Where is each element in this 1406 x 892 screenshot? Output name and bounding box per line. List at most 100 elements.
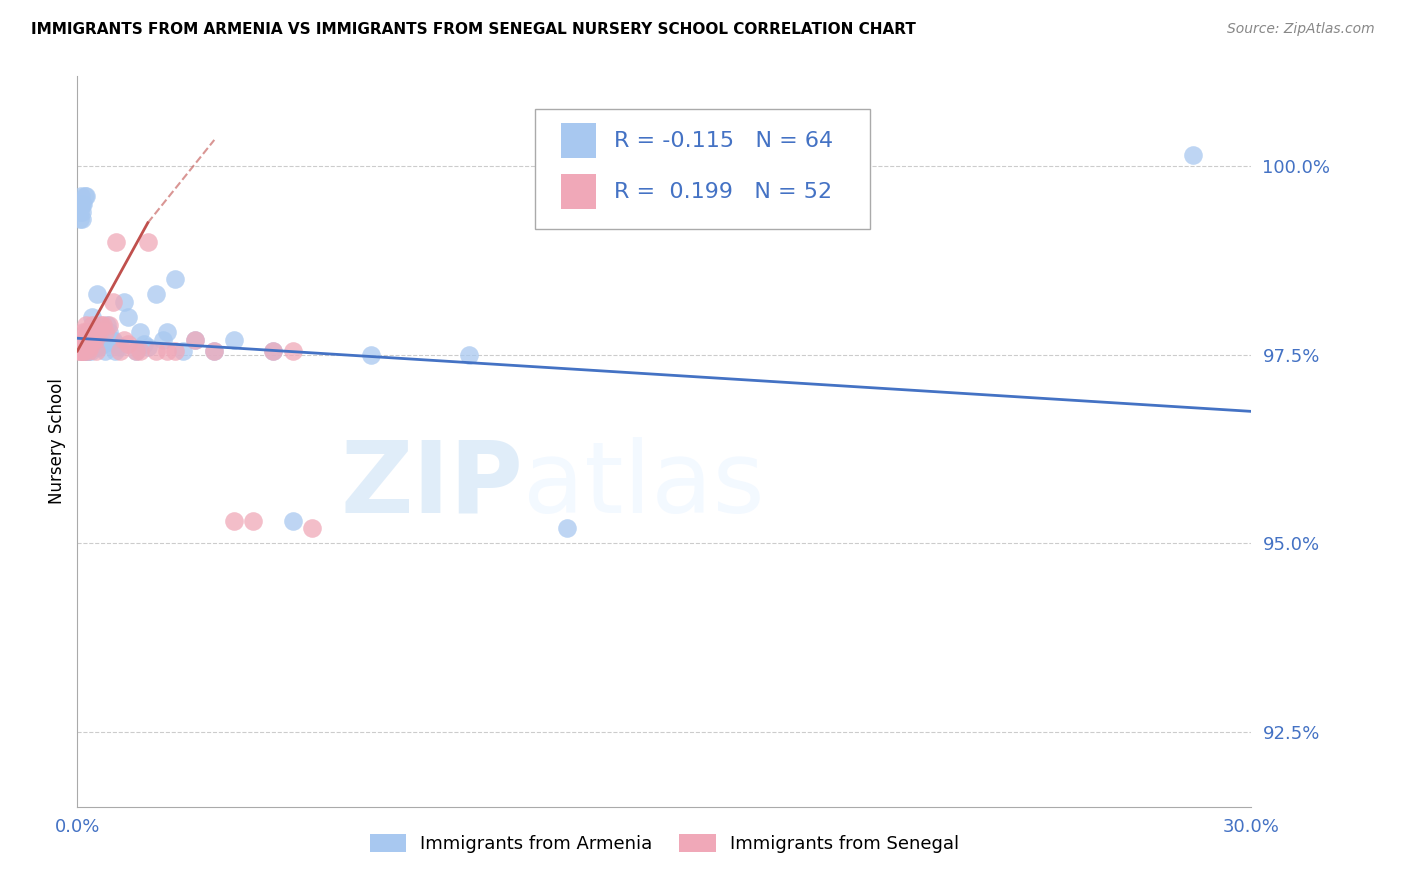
Point — [105, 235, 128, 249]
Point — [165, 272, 187, 286]
Point — [101, 295, 124, 310]
Point — [73, 340, 96, 354]
Point — [97, 325, 120, 339]
Point — [72, 340, 94, 354]
Point — [72, 325, 94, 339]
Point — [202, 344, 225, 359]
Point — [84, 329, 107, 343]
Point — [242, 514, 264, 528]
Point — [125, 344, 148, 359]
Point — [136, 235, 159, 249]
Point — [79, 340, 101, 354]
Point — [80, 344, 103, 359]
Text: R =  0.199   N = 52: R = 0.199 N = 52 — [614, 182, 832, 202]
Point — [80, 325, 103, 339]
Point — [77, 344, 100, 359]
Point — [72, 197, 94, 211]
Point — [281, 344, 304, 359]
Point — [222, 333, 245, 347]
Point — [97, 318, 120, 332]
Point — [87, 340, 110, 354]
Point — [301, 521, 323, 535]
Point — [105, 336, 128, 351]
Point — [125, 344, 148, 359]
Point — [117, 310, 139, 325]
Point — [72, 344, 94, 359]
Point — [83, 325, 105, 339]
Point — [82, 333, 104, 347]
Point — [96, 318, 118, 332]
Point — [72, 344, 94, 359]
Point — [67, 344, 90, 359]
Point — [86, 287, 108, 301]
Point — [84, 344, 107, 359]
Point — [76, 340, 98, 354]
Point — [70, 333, 93, 347]
Point — [77, 325, 100, 339]
Point — [75, 318, 97, 332]
Point — [101, 333, 124, 347]
Point — [152, 333, 174, 347]
Point — [129, 325, 152, 339]
Point — [70, 212, 93, 227]
Point — [82, 310, 104, 325]
Point — [165, 344, 187, 359]
Point — [77, 333, 100, 347]
Text: Source: ZipAtlas.com: Source: ZipAtlas.com — [1227, 22, 1375, 37]
Point — [84, 340, 107, 354]
Point — [110, 344, 132, 359]
Y-axis label: Nursery School: Nursery School — [48, 378, 66, 505]
Point — [73, 344, 96, 359]
Point — [360, 348, 382, 362]
Point — [75, 340, 97, 354]
Point — [262, 344, 284, 359]
Point — [1181, 148, 1204, 162]
Point — [87, 325, 110, 339]
Point — [73, 336, 96, 351]
Point — [69, 204, 91, 219]
Legend: Immigrants from Armenia, Immigrants from Senegal: Immigrants from Armenia, Immigrants from… — [363, 827, 966, 861]
Point — [117, 336, 139, 351]
Point — [70, 197, 93, 211]
Point — [172, 344, 194, 359]
Text: ZIP: ZIP — [340, 437, 523, 534]
Point — [75, 189, 97, 203]
Point — [555, 521, 578, 535]
Point — [100, 333, 122, 347]
Point — [70, 344, 93, 359]
Point — [72, 344, 94, 359]
Text: R = -0.115   N = 64: R = -0.115 N = 64 — [614, 131, 832, 151]
Point — [82, 318, 104, 332]
Point — [145, 287, 167, 301]
Point — [75, 344, 97, 359]
Point — [156, 325, 179, 339]
Point — [145, 344, 167, 359]
Point — [103, 344, 125, 359]
FancyBboxPatch shape — [561, 123, 596, 159]
Point — [76, 333, 98, 347]
Point — [110, 340, 132, 354]
Point — [76, 344, 98, 359]
Point — [70, 344, 93, 359]
Point — [132, 336, 155, 351]
Point — [73, 189, 96, 203]
Point — [82, 325, 104, 339]
Point — [183, 333, 207, 347]
Point — [77, 344, 100, 359]
Point — [457, 348, 479, 362]
Point — [86, 325, 108, 339]
Point — [83, 333, 105, 347]
Point — [75, 325, 97, 339]
Point — [183, 333, 207, 347]
Point — [75, 340, 97, 354]
Point — [73, 344, 96, 359]
Point — [112, 295, 135, 310]
Point — [70, 340, 93, 354]
Point — [79, 340, 101, 354]
Point — [136, 340, 159, 354]
Point — [75, 340, 97, 354]
Point — [70, 333, 93, 347]
Point — [93, 325, 115, 339]
Point — [90, 318, 112, 332]
Point — [69, 340, 91, 354]
